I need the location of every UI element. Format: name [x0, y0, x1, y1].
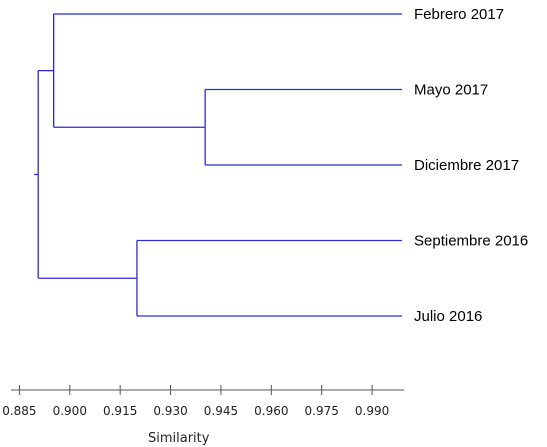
leaf-label: Mayo 2017	[414, 82, 488, 99]
x-tick-label: 0.885	[2, 404, 36, 418]
x-tick-label: 0.930	[153, 404, 187, 418]
x-tick-label: 0.975	[305, 404, 339, 418]
leaf-label: Julio 2016	[414, 308, 482, 325]
leaf-labels: Febrero 2017 Mayo 2017 Diciembre 2017 Septi…	[414, 6, 528, 325]
leaf-label: Diciembre 2017	[414, 157, 519, 174]
x-tick-label: 0.960	[254, 404, 288, 418]
x-tick-label: 0.990	[355, 404, 389, 418]
dendrogram-branches	[34, 13, 402, 317]
leaf-label: Septiembre 2016	[414, 233, 528, 250]
leaf-label: Febrero 2017	[414, 6, 504, 23]
x-axis-title: Similarity	[148, 431, 210, 446]
x-axis: 0.885 0.900 0.915 0.930 0.945 0.960 0.975 0.990	[2, 385, 404, 418]
x-tick-label: 0.900	[53, 404, 87, 418]
x-tick-label: 0.915	[103, 404, 137, 418]
x-tick-label: 0.945	[204, 404, 238, 418]
